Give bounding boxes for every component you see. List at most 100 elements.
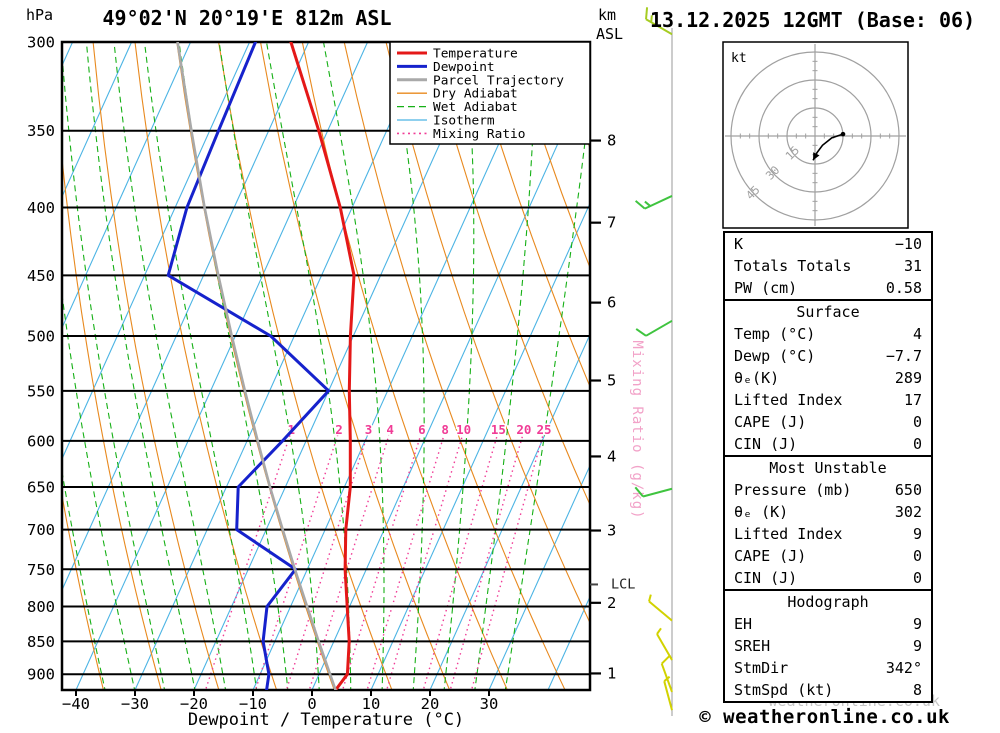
hodograph-unit-label: kt xyxy=(731,51,747,66)
table-section-most-unstable: Most Unstable Pressure (mb) 650 θₑ (K) 302… xyxy=(725,455,931,589)
svg-text:Mixing Ratio (g/kg): Mixing Ratio (g/kg) xyxy=(629,340,645,519)
svg-text:600: 600 xyxy=(27,432,55,450)
stat-value: 302 xyxy=(894,503,922,521)
altitude-unit-asl-label: ASL xyxy=(596,25,624,43)
stat-label: Lifted Index xyxy=(734,525,843,543)
table-row: StmDir 342° xyxy=(725,657,931,679)
svg-text:20: 20 xyxy=(516,422,531,437)
table-row: Lifted Index 17 xyxy=(725,389,931,411)
stat-value: −7.7 xyxy=(885,347,922,365)
table-section-hodograph: Hodograph EH 9 SREH 9 StmDir 342° StmSpd (k… xyxy=(725,589,931,701)
svg-text:350: 350 xyxy=(27,122,55,140)
svg-text:Wet Adiabat: Wet Adiabat xyxy=(433,100,518,115)
stat-label: CIN (J) xyxy=(734,435,798,453)
svg-text:Mixing Ratio: Mixing Ratio xyxy=(433,127,525,142)
svg-text:900: 900 xyxy=(27,666,55,684)
svg-text:−10: −10 xyxy=(239,695,267,713)
stat-label: SREH xyxy=(734,637,771,655)
svg-text:4: 4 xyxy=(607,447,616,465)
stat-value: 4 xyxy=(912,325,922,343)
svg-text:2: 2 xyxy=(335,422,343,437)
svg-text:0: 0 xyxy=(307,695,316,713)
stat-label: CIN (J) xyxy=(734,569,798,587)
mixing-ratio-axis-label: Mixing Ratio (g/kg) xyxy=(629,340,645,519)
svg-text:−30: −30 xyxy=(121,695,149,713)
svg-text:2: 2 xyxy=(607,594,616,612)
sounding-curves xyxy=(166,42,356,690)
stat-value: 0 xyxy=(912,435,922,453)
table-row: Lifted Index 9 xyxy=(725,523,931,545)
table-row: θₑ (K) 302 xyxy=(725,501,931,523)
stat-value: 289 xyxy=(894,369,922,387)
stat-value: 0 xyxy=(912,413,922,431)
temperature-curve xyxy=(289,42,356,690)
table-row: CAPE (J) 0 xyxy=(725,411,931,433)
svg-text:−40: −40 xyxy=(62,695,90,713)
section-title: Surface xyxy=(796,303,860,321)
svg-text:1: 1 xyxy=(607,664,616,682)
station-title: 49°02'N 20°19'E 812m ASL xyxy=(102,6,392,30)
svg-text:7: 7 xyxy=(607,214,616,232)
wind-barb xyxy=(648,594,673,622)
table-row: SREH 9 xyxy=(725,635,931,657)
stat-label: StmSpd (kt) xyxy=(734,681,834,699)
copyright-text: © weatheronline.co.uk xyxy=(699,706,950,728)
table-row: θₑ(K) 289 xyxy=(725,367,931,389)
svg-text:300: 300 xyxy=(27,34,55,52)
pressure-tick-labels: 300 350 400 450 500 550 600 650 700 750 800 850 900 xyxy=(27,34,55,684)
stats-table: K −10 Totals Totals 31 PW (cm) 0.58 Surface… xyxy=(723,231,933,703)
section-title: Hodograph xyxy=(787,593,869,611)
stat-value: 9 xyxy=(912,637,922,655)
table-row: StmSpd (kt) 8 xyxy=(725,679,931,701)
svg-text:6: 6 xyxy=(607,294,616,312)
stat-label: Dewp (°C) xyxy=(734,347,816,365)
svg-text:25: 25 xyxy=(537,422,552,437)
table-row: PW (cm) 0.58 xyxy=(725,277,931,299)
stat-label: EH xyxy=(734,615,753,633)
svg-text:750: 750 xyxy=(27,561,55,579)
stat-value: 9 xyxy=(912,615,922,633)
stat-value: 31 xyxy=(903,257,922,275)
stat-value: 17 xyxy=(903,391,922,409)
stat-label: Totals Totals xyxy=(734,257,852,275)
svg-text:Temperature: Temperature xyxy=(433,47,518,62)
wind-barb xyxy=(634,195,673,210)
table-row: Totals Totals 31 xyxy=(725,255,931,277)
stat-label: Temp (°C) xyxy=(734,325,816,343)
stat-label: StmDir xyxy=(734,659,789,677)
svg-text:8: 8 xyxy=(607,132,616,150)
svg-text:700: 700 xyxy=(27,521,55,539)
altitude-unit-km-label: km xyxy=(598,6,617,24)
svg-text:30: 30 xyxy=(480,695,499,713)
table-row: CAPE (J) 0 xyxy=(725,545,931,567)
dewpoint-curve xyxy=(166,42,331,690)
stat-value: 0 xyxy=(912,569,922,587)
stat-label: K xyxy=(734,235,744,253)
svg-text:3: 3 xyxy=(607,522,616,540)
stat-value: 342° xyxy=(885,659,922,677)
stat-label: CAPE (J) xyxy=(734,547,807,565)
pressure-unit-label: hPa xyxy=(26,6,54,24)
svg-text:850: 850 xyxy=(27,633,55,651)
svg-text:5: 5 xyxy=(607,372,616,390)
svg-text:800: 800 xyxy=(27,598,55,616)
wind-barb xyxy=(635,319,673,337)
svg-text:Dewpoint: Dewpoint xyxy=(433,60,495,75)
svg-text:Dry Adiabat: Dry Adiabat xyxy=(433,87,518,102)
stat-value: 0.58 xyxy=(885,279,922,297)
lcl-marker: LCL xyxy=(590,576,635,592)
stat-label: CAPE (J) xyxy=(734,413,807,431)
wind-barb xyxy=(663,675,673,711)
svg-text:6: 6 xyxy=(418,422,426,437)
temp-tick-labels: −40 −30 −20 −10 0 10 20 30 xyxy=(62,690,498,713)
stat-label: θₑ (K) xyxy=(734,503,789,521)
table-row: K −10 xyxy=(725,233,931,255)
svg-text:8: 8 xyxy=(441,422,449,437)
stat-value: 8 xyxy=(912,681,922,699)
stat-label: Lifted Index xyxy=(734,391,843,409)
svg-text:10: 10 xyxy=(456,422,471,437)
stat-value: 0 xyxy=(912,547,922,565)
table-section-surface: Surface Temp (°C) 4 Dewp (°C) −7.7 θₑ(K) 28… xyxy=(725,299,931,455)
